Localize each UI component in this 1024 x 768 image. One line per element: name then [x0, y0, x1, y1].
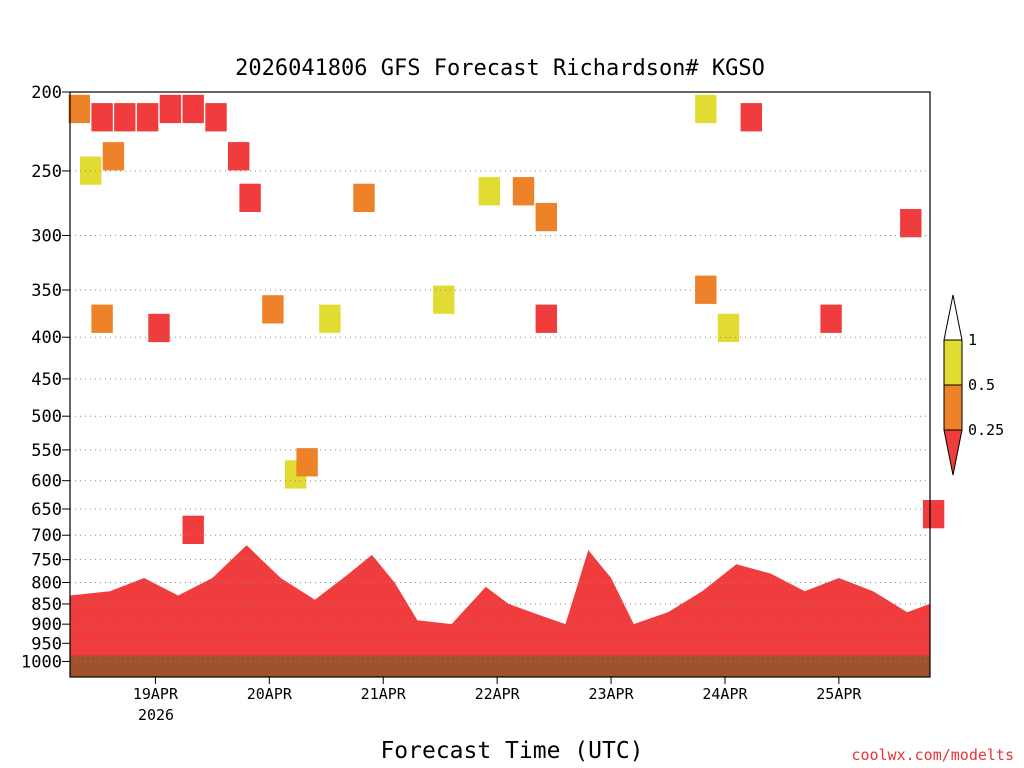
legend-swatch-under-0.25: [943, 429, 963, 476]
y-tick-label: 1000: [21, 652, 62, 672]
ri-cell: [900, 209, 922, 238]
x-tick-label: 19APR: [133, 685, 179, 703]
y-tick-label: 600: [31, 472, 62, 492]
ri-cell: [182, 94, 204, 124]
x-tick-label: 25APR: [816, 685, 862, 703]
ri-cell: [68, 94, 90, 124]
x-axis: 19APR 20APR 21APR 22APR 23APR 24APR 25APR: [133, 677, 862, 703]
ri-cell: [91, 304, 113, 333]
chart-title: 2026041806 GFS Forecast Richardson# KGSO: [235, 56, 765, 81]
ri-cell: [205, 103, 227, 132]
y-tick-label: 250: [31, 162, 62, 182]
ri-cell: [148, 313, 170, 343]
ri-cell: [319, 304, 341, 333]
y-tick-label: 700: [31, 526, 62, 546]
ri-cell: [262, 295, 284, 324]
ri-cell: [922, 500, 945, 529]
legend-swatch-0.5-1: [943, 339, 963, 386]
ri-cell: [182, 515, 204, 544]
ri-cell: [695, 94, 717, 124]
plot-area: [68, 91, 945, 678]
x-tick-label: 20APR: [247, 685, 293, 703]
legend-label: 1: [968, 331, 977, 349]
legend-label: 0.5: [968, 376, 995, 394]
y-tick-label: 200: [31, 83, 62, 103]
y-tick-label: 350: [31, 281, 62, 301]
y-tick-label: 900: [31, 615, 62, 635]
ri-cell: [114, 103, 136, 132]
y-tick-label: 750: [31, 551, 62, 571]
y-tick-label: 950: [31, 634, 62, 654]
ri-cell: [353, 183, 375, 212]
ri-cell: [91, 103, 113, 132]
legend-swatch-over-1: [943, 294, 963, 341]
ri-cell: [740, 103, 762, 132]
ri-cell: [136, 103, 159, 132]
y-tick-label: 650: [31, 500, 62, 520]
ri-cell: [296, 448, 318, 477]
ri-cell: [717, 313, 740, 343]
legend-label: 0.25: [968, 421, 1004, 439]
x-tick-label: 22APR: [475, 685, 521, 703]
ri-cell: [820, 304, 842, 333]
y-tick-label: 450: [31, 370, 62, 390]
credit-link[interactable]: coolwx.com/modelts: [851, 746, 1014, 764]
y-tick-label: 850: [31, 595, 62, 615]
plot-frame: [69, 91, 931, 678]
ri-cell: [239, 183, 261, 212]
y-tick-label: 800: [31, 573, 62, 593]
y-axis: 200 250 300 350 400 450 500 550 600 650 700 7508008…: [21, 83, 70, 672]
x-tick-label: 24APR: [702, 685, 748, 703]
y-tick-label: 400: [31, 328, 62, 348]
ri-cell: [535, 202, 557, 232]
ri-cell: [102, 142, 125, 171]
ri-cell: [512, 177, 535, 206]
x-year-label: 2026: [138, 706, 174, 724]
y-tick-label: 500: [31, 407, 62, 427]
ri-cell: [159, 94, 182, 124]
ri-cell: [228, 142, 250, 171]
legend-swatch-0.25-0.5: [943, 384, 963, 431]
y-tick-label: 550: [31, 441, 62, 461]
x-axis-label: Forecast Time (UTC): [380, 738, 643, 764]
boundary-layer-region: [70, 545, 930, 662]
ri-cell: [535, 304, 557, 333]
ri-cell: [478, 177, 500, 206]
surface-band: [70, 655, 930, 677]
x-tick-label: 21APR: [361, 685, 407, 703]
legend: 1 0.5 0.25: [943, 294, 1004, 476]
x-tick-label: 23APR: [588, 685, 634, 703]
y-tick-label: 300: [31, 226, 62, 246]
ri-cell: [433, 285, 455, 314]
